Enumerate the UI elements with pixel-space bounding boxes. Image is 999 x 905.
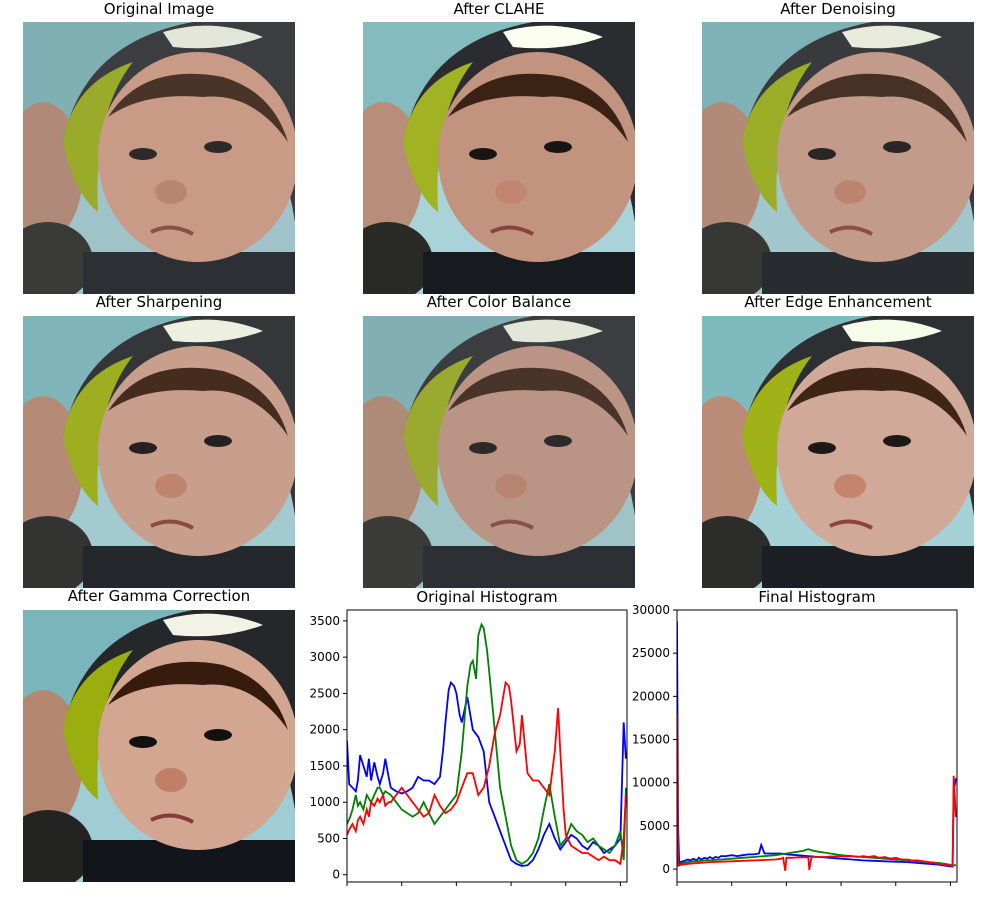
final-histogram-y-tick-label: 5000	[639, 819, 670, 833]
panel-title-balance: After Color Balance	[426, 293, 572, 311]
original-histogram-axes-frame	[346, 609, 628, 883]
image-denoise	[702, 22, 974, 294]
original-histogram-y-tick-label: 3500	[309, 614, 340, 628]
final-histogram-y-tick-label: 15000	[632, 733, 670, 747]
original-histogram-chart: Original Histogram0501001502002500500100…	[309, 590, 632, 890]
final-histogram-chart: Final Histogram 0 50 100 150 200 250 0 5000 10000…	[632, 590, 962, 890]
final-histogram-series-line-0	[677, 621, 957, 868]
final-histogram-x-tick-label: 150	[830, 888, 853, 890]
final-histogram-x-tick-label: 0	[673, 888, 681, 890]
original-histogram-series-line-0	[347, 680, 627, 867]
final-histogram-y-tick-label: 25000	[632, 646, 670, 660]
original-histogram-y-tick-label: 1000	[309, 795, 340, 809]
final-histogram-x-tick-label: 250	[939, 888, 962, 890]
original-histogram-x-tick-label: 100	[445, 888, 468, 890]
panel-title-clahe: After CLAHE	[453, 0, 545, 18]
final-histogram-x-tick-label: 200	[884, 888, 907, 890]
image-original	[23, 22, 295, 294]
final-histogram-x-tick-label: 50	[724, 888, 739, 890]
panel-title-original: Original Image	[103, 0, 215, 18]
original-histogram-x-tick-label: 200	[554, 888, 577, 890]
final-histogram-series-line-2	[677, 713, 957, 871]
original-histogram-y-tick-label: 1500	[309, 759, 340, 773]
panel-title-gamma: After Gamma Correction	[67, 587, 251, 605]
image-clahe	[363, 22, 635, 294]
panel-title-edge: After Edge Enhancement	[744, 293, 932, 311]
original-histogram-series-line-1	[347, 622, 627, 865]
original-histogram-title: Original Histogram	[416, 590, 557, 606]
original-histogram-x-tick-label: 250	[609, 888, 632, 890]
final-histogram-y-tick-label: 20000	[632, 689, 670, 703]
image-edge	[702, 316, 974, 588]
panel-title-denoise: After Denoising	[780, 0, 896, 18]
original-histogram-x-tick-label: 0	[343, 888, 351, 890]
final-histogram-y-tick-label: 0	[662, 862, 670, 876]
original-histogram-x-tick-label: 150	[500, 888, 523, 890]
final-histogram-title: Final Histogram	[758, 590, 875, 606]
image-sharpen	[23, 316, 295, 588]
original-histogram-y-tick-label: 2500	[309, 686, 340, 700]
final-histogram-axes-frame	[676, 609, 958, 883]
final-histogram-y-tick-label: 30000	[632, 603, 670, 617]
original-histogram-x-tick-label: 50	[394, 888, 409, 890]
panel-title-sharpen: After Sharpening	[95, 293, 223, 311]
image-gamma	[23, 610, 295, 882]
final-histogram-x-tick-label: 100	[775, 888, 798, 890]
final-histogram-y-tick-label: 10000	[632, 776, 670, 790]
original-histogram-y-tick-label: 2000	[309, 723, 340, 737]
original-histogram-y-tick-label: 0	[332, 868, 340, 882]
original-histogram-series-line-2	[347, 680, 627, 866]
original-histogram-y-tick-label: 3000	[309, 650, 340, 664]
original-histogram-y-tick-label: 500	[317, 831, 340, 845]
image-balance	[363, 316, 635, 588]
